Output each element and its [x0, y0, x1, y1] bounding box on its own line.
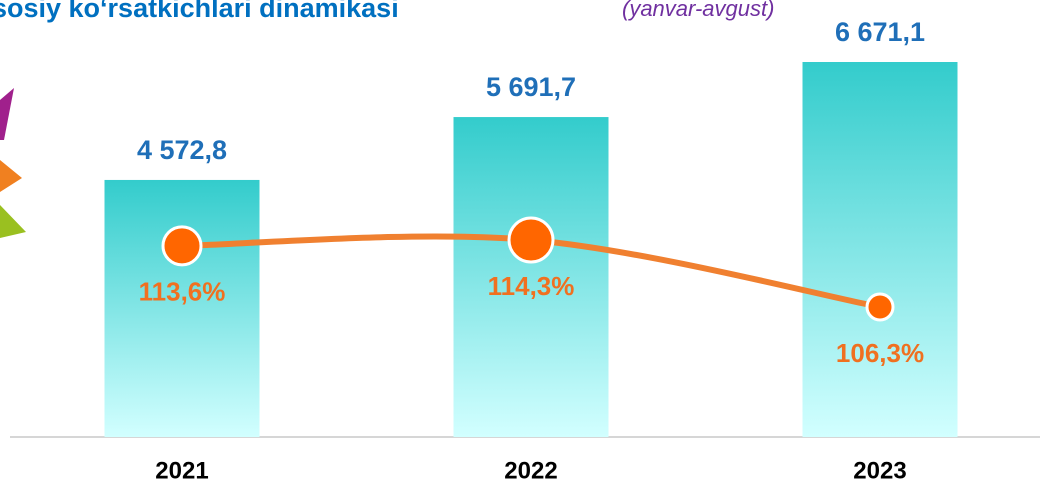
chart-title: sosiy ko‘rsatkichlari dinamikasi — [0, 0, 399, 23]
decoration — [0, 88, 26, 238]
chart-subtitle: (yanvar-avgust) — [622, 0, 774, 21]
bar-value-label: 6 671,1 — [835, 17, 925, 47]
x-tick-label: 2021 — [155, 457, 208, 484]
line-marker — [161, 225, 203, 267]
bar — [104, 179, 260, 438]
line-marker — [865, 292, 895, 322]
line-value-label: 113,6% — [139, 277, 226, 307]
x-tick-label: 2023 — [853, 457, 906, 484]
line-value-label: 114,3% — [488, 271, 575, 301]
bar — [453, 117, 609, 438]
x-tick-label: 2022 — [504, 457, 557, 484]
line-value-label: 106,3% — [836, 338, 924, 368]
line-marker — [507, 216, 555, 264]
bar — [802, 62, 958, 437]
bar-value-label: 5 691,7 — [486, 72, 576, 102]
bar-value-label: 4 572,8 — [137, 135, 227, 165]
